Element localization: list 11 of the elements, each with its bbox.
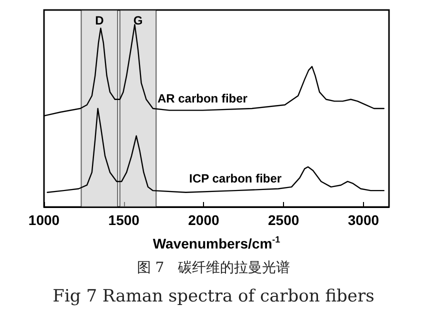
x-tick-label: 2000 <box>188 212 220 228</box>
text: Fig 7 Raman spectra of carbon fibers <box>52 286 374 306</box>
text: 图 7 碳纤维的拉曼光谱 <box>136 260 290 276</box>
x-tick-label: 1000 <box>28 212 60 228</box>
x-tick-label: 3000 <box>348 212 380 228</box>
band-label: D <box>95 14 104 28</box>
band-label: G <box>133 14 143 28</box>
x-tick-label: 2500 <box>268 212 300 228</box>
series-label: ICP carbon fiber <box>189 172 282 186</box>
series-label: AR carbon fiber <box>157 91 248 106</box>
x-tick-label: 1500 <box>108 212 140 228</box>
